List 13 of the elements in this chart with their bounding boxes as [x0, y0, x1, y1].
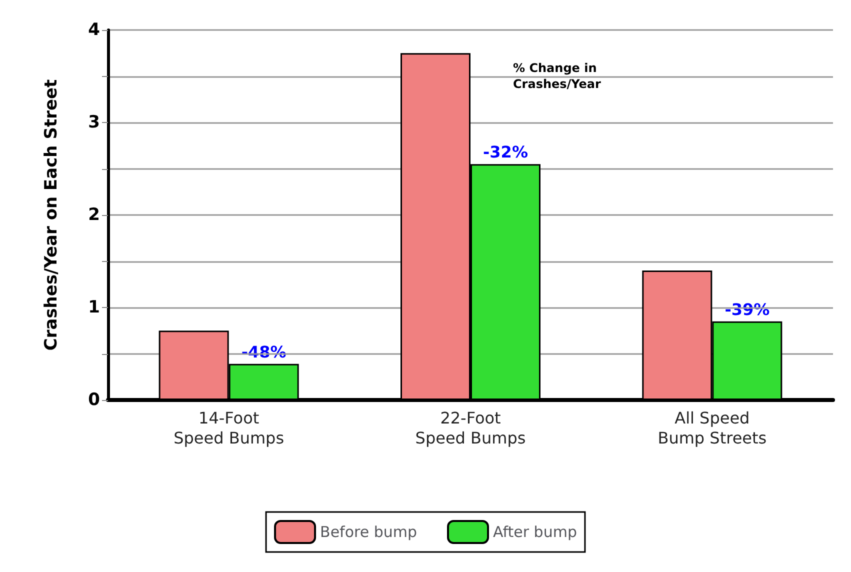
- annotation: % Change in Crashes/Year: [513, 61, 601, 91]
- y-tick-label: 2: [88, 205, 100, 225]
- y-tick-label: 4: [88, 20, 100, 40]
- y-tick-label: 3: [88, 112, 100, 132]
- x-tick-label: All Speed Bump Streets: [658, 408, 767, 448]
- x-tick-label: 14-Foot Speed Bumps: [174, 408, 284, 448]
- x-tick-label: 22-Foot Speed Bumps: [415, 408, 526, 448]
- legend-label: Before bump: [320, 523, 418, 541]
- y-axis-title: Crashes/Year on Each Street: [42, 79, 62, 351]
- legend-label: After bump: [493, 523, 577, 541]
- y-tick-label: 1: [88, 298, 100, 318]
- annotation: -32%: [483, 142, 528, 162]
- y-tick-label: 0: [88, 390, 100, 410]
